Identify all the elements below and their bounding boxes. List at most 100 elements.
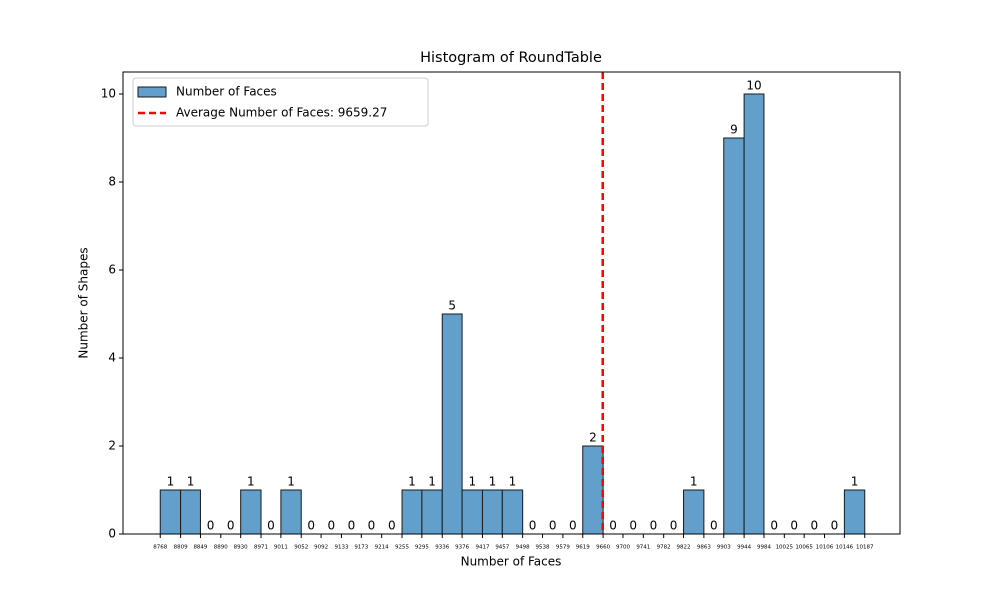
bar [240, 489, 262, 535]
x-tick-label: 9498 [516, 545, 530, 551]
data-label: 1 [408, 475, 416, 489]
data-label: 1 [509, 475, 517, 489]
y-tick-label: 6 [108, 263, 116, 277]
x-tick-label: 9376 [455, 545, 469, 551]
data-label: 0 [770, 519, 778, 533]
bar [843, 489, 866, 535]
x-tick-label: 9903 [717, 545, 731, 551]
data-label: 1 [247, 475, 255, 489]
legend-label: Average Number of Faces: 9659.27 [176, 106, 387, 120]
bar [401, 489, 423, 535]
y-tick-label: 8 [108, 175, 116, 189]
data-label: 1 [167, 475, 175, 489]
bar [481, 489, 503, 535]
x-tick-label: 9214 [375, 545, 389, 551]
x-tick-label: 9741 [636, 545, 650, 551]
x-tick-label: 9700 [616, 545, 630, 551]
x-tick-label: 9011 [274, 545, 288, 551]
data-label: 0 [650, 519, 658, 533]
x-tick-label: 9984 [757, 545, 771, 551]
data-label: 0 [348, 519, 356, 533]
x-tick-label: 10065 [795, 545, 813, 551]
x-tick-label: 8849 [193, 545, 207, 551]
data-label: 0 [227, 519, 235, 533]
data-label: 0 [549, 519, 557, 533]
x-tick-label: 8768 [153, 545, 167, 551]
data-label: 0 [267, 519, 275, 533]
data-label: 1 [489, 475, 497, 489]
data-label: 0 [368, 519, 376, 533]
x-tick-label: 9133 [334, 545, 348, 551]
y-tick-label: 10 [101, 87, 116, 101]
bar [441, 313, 463, 535]
x-tick-label: 9457 [495, 545, 509, 551]
legend-swatch [137, 86, 167, 98]
x-tick-label: 9336 [435, 545, 449, 551]
data-label: 10 [746, 79, 761, 93]
plot-frame [122, 71, 901, 535]
data-label: 0 [609, 519, 617, 533]
x-tick-label: 9295 [415, 545, 429, 551]
x-tick-label: 9417 [475, 545, 489, 551]
x-tick-label: 9863 [697, 545, 711, 551]
x-tick-label: 10025 [776, 545, 794, 551]
x-tick-label: 9538 [536, 545, 550, 551]
data-label: 0 [529, 519, 537, 533]
data-label: 0 [207, 519, 215, 533]
y-tick-label: 4 [108, 351, 116, 365]
data-label: 0 [710, 519, 718, 533]
bar [683, 489, 705, 535]
x-tick-label: 9052 [294, 545, 308, 551]
data-label: 1 [690, 475, 698, 489]
chart-title: Histogram of RoundTable [420, 50, 602, 66]
x-tick-label: 9619 [576, 545, 590, 551]
data-label: 0 [327, 519, 335, 533]
y-tick-label: 2 [108, 439, 116, 453]
x-tick-label: 10106 [816, 545, 834, 551]
bar [461, 489, 483, 535]
data-label: 5 [448, 299, 456, 313]
data-label: 0 [629, 519, 637, 533]
data-label: 2 [589, 431, 597, 445]
data-label: 1 [428, 475, 436, 489]
legend-box [132, 77, 429, 127]
x-tick-label: 8890 [214, 545, 228, 551]
x-tick-label: 10187 [856, 545, 874, 551]
data-label: 0 [790, 519, 798, 533]
bar [582, 445, 604, 535]
data-label: 9 [730, 123, 738, 137]
data-label: 0 [831, 519, 839, 533]
bar [501, 489, 524, 535]
bar [159, 489, 182, 535]
bar [280, 489, 302, 535]
data-label: 0 [388, 519, 396, 533]
x-tick-label: 9173 [354, 545, 368, 551]
x-tick-label: 9944 [737, 545, 751, 551]
x-tick-label: 9822 [677, 545, 691, 551]
x-tick-label: 10146 [836, 545, 854, 551]
x-tick-label: 9255 [395, 545, 409, 551]
x-tick-label: 9660 [596, 545, 610, 551]
bar [180, 489, 201, 535]
legend-label: Number of Faces [176, 85, 277, 99]
data-label: 0 [811, 519, 819, 533]
data-label: 0 [307, 519, 315, 533]
x-tick-label: 9579 [556, 545, 570, 551]
data-label: 1 [851, 475, 859, 489]
data-label: 0 [670, 519, 678, 533]
bar [421, 489, 443, 535]
y-tick-label: 0 [108, 527, 116, 541]
bar [743, 93, 765, 535]
data-label: 0 [569, 519, 577, 533]
x-axis-label: Number of Faces [461, 555, 562, 569]
x-tick-label: 9092 [314, 545, 328, 551]
x-tick-label: 8809 [174, 545, 188, 551]
data-label: 1 [187, 475, 195, 489]
x-tick-label: 9782 [657, 545, 671, 551]
y-axis-label: Number of Shapes [77, 247, 91, 358]
data-label: 1 [468, 475, 476, 489]
data-label: 1 [287, 475, 295, 489]
bar [723, 137, 745, 535]
x-tick-label: 8930 [234, 545, 248, 551]
